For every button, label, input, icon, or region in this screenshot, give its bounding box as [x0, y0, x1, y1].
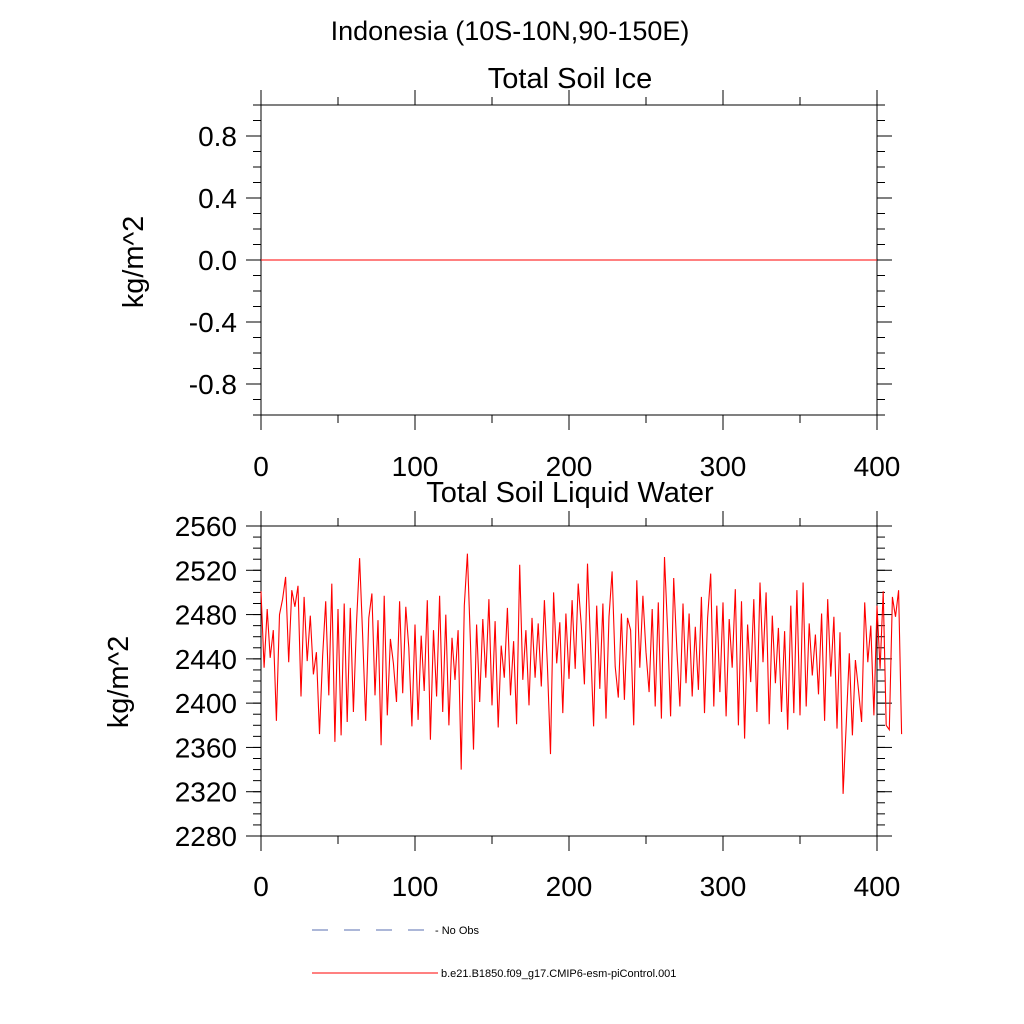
y-tick-label: 2320: [175, 777, 237, 808]
y-tick-label: -0.8: [189, 369, 237, 400]
series-line: [260, 553, 903, 794]
x-tick-label: 100: [392, 871, 439, 902]
legend-label-no-obs: - No Obs: [435, 925, 480, 937]
x-tick-label: 200: [546, 871, 593, 902]
x-tick-label: 400: [854, 871, 901, 902]
y-tick-label: 2520: [175, 555, 237, 586]
x-tick-label: 300: [700, 451, 747, 482]
y-tick-label: 0.4: [198, 183, 237, 214]
chart-panel-2: 2280 2320 2360 2400 2440 2480 2520 2560 0 100 200 3…: [103, 477, 903, 902]
legend-label-model: b.e21.B1850.f09_g17.CMIP6-esm-piControl.…: [441, 968, 676, 980]
y-tick-label: 2560: [175, 511, 237, 542]
x-tick-label: 100: [392, 451, 439, 482]
legend: - No Obs b.e21.B1850.f09_g17.CMIP6-esm-pi…: [312, 925, 676, 980]
y-tick-label: 2360: [175, 732, 237, 763]
chart-title: Total Soil Liquid Water: [426, 477, 714, 509]
y-tick-label: -0.4: [189, 307, 237, 338]
y-tick-label: 2400: [175, 688, 237, 719]
y-tick-label: 0.8: [198, 121, 237, 152]
x-tick-label: 300: [700, 871, 747, 902]
y-axis-label: kg/m^2: [103, 636, 135, 729]
page-title: Indonesia (10S-10N,90-150E): [330, 16, 690, 46]
y-tick-label: 2440: [175, 644, 237, 675]
chart-title: Total Soil Ice: [488, 63, 652, 95]
y-axis-label: kg/m^2: [118, 216, 150, 309]
y-tick-label: 2280: [175, 821, 237, 852]
x-tick-label: 0: [253, 871, 269, 902]
y-tick-label: 2480: [175, 600, 237, 631]
x-tick-label: 200: [546, 451, 593, 482]
y-tick-label: 0.0: [198, 245, 237, 276]
plot-frame: [260, 525, 878, 837]
x-tick-label: 0: [253, 451, 269, 482]
x-tick-label: 400: [854, 451, 901, 482]
chart-panel-1: -0.8 -0.4 0.0 0.4 0.8 0 100 200 300 400 Total Soil…: [118, 63, 900, 482]
